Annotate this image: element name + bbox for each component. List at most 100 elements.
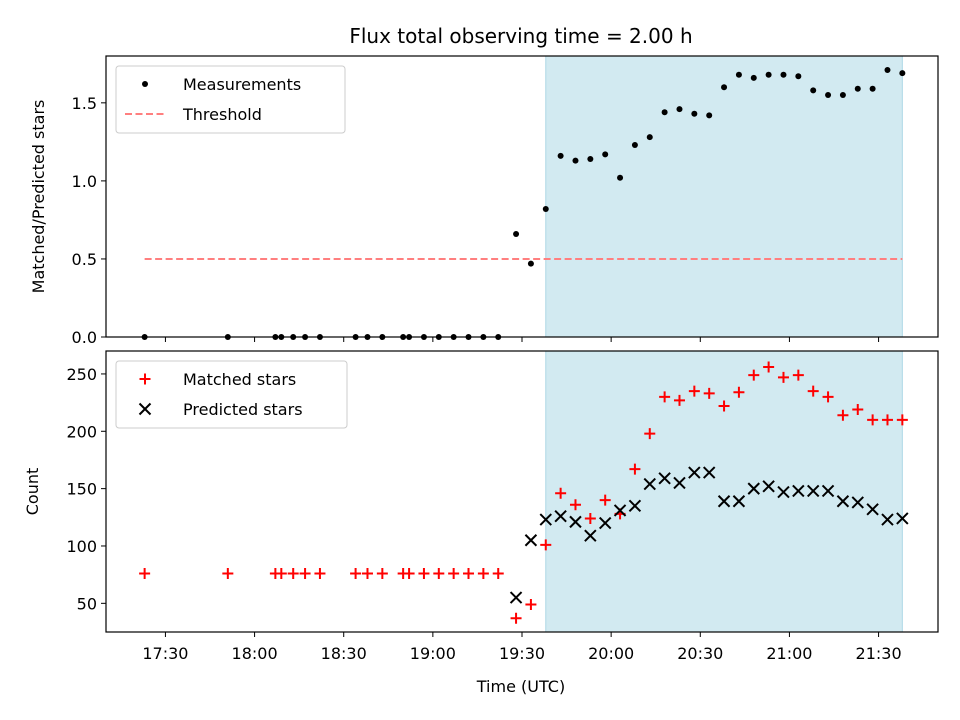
predicted-stars-point [762,480,775,493]
legend-marker-matched-stars [139,373,151,385]
matched-stars-point [403,568,415,580]
predicted-stars-point [598,516,612,530]
predicted-stars-point [777,485,790,499]
matched-stars-point [569,499,581,511]
legend-box [115,65,346,134]
y-tick-label: 1.0 [72,172,97,191]
predicted-stars-point [613,504,627,517]
predicted-stars-point [821,484,835,498]
matched-stars-point [287,568,299,580]
matched-stars-point [881,414,893,426]
measurement-point [839,92,846,99]
matched-stars-point [433,568,445,580]
x-tick-label: 21:30 [856,644,902,663]
predicted-stars-point [569,515,582,529]
matched-stars-point [275,568,287,580]
predicted-stars-point [866,503,879,516]
matched-stars-point [748,369,760,381]
measurement-point [706,112,713,119]
measurement-point [587,156,594,163]
matched-stars-point [299,568,311,580]
measurement-point [631,141,638,148]
measurement-point [617,174,624,181]
predicted-stars-point [881,513,894,526]
top-panel: 0.0 0.5 1.0 1.5 Matched/Predicted stars Measu… [29,55,939,347]
x-tick-label: 18:30 [321,644,367,663]
legend-marker-predicted-stars [138,402,152,416]
y-tick-label: 200 [66,422,97,441]
matched-stars-point [525,598,537,610]
measurement-point [899,70,906,77]
predicted-stars-point [584,529,597,542]
legend-entry-label: Measurements [183,75,301,94]
predicted-stars-point [554,509,567,523]
predicted-stars-point [539,513,552,526]
bottom-panel: 17:30 18:00 18:30 19:00 19:30 20:00 20:30 21:00… [23,350,939,663]
predicted-stars-point [851,496,864,509]
x-axis-label: Time (UTC) [476,677,565,696]
matched-stars-point [896,414,908,426]
measurement-point [691,110,698,117]
y-tick-label: 0.0 [72,328,97,347]
measurement-point [572,157,579,164]
matched-stars-point [659,391,671,403]
y-axis-label: Count [23,468,42,516]
measurement-point [795,73,802,80]
predicted-stars-point [732,495,746,508]
matched-stars-point [852,403,864,415]
predicted-stars-point [673,476,686,490]
y-tick-label: 50 [77,594,97,613]
predicted-stars-point [524,534,538,547]
matched-stars-point [463,568,475,580]
y-tick-label: 0.5 [72,250,97,269]
matched-stars-point [418,568,430,580]
matched-stars-point [599,494,611,506]
predicted-stars-point [509,591,523,604]
measurement-point [780,71,787,78]
x-tick-label: 17:30 [142,644,188,663]
legend-box [115,360,348,429]
measurement-point [602,151,609,158]
matched-stars-point [139,568,151,580]
predicted-stars-point [688,466,701,479]
measurement-point [765,71,772,78]
matched-stars-point [376,568,388,580]
measurement-point [542,205,549,212]
matched-stars-point [673,394,685,406]
matched-stars-point [477,568,489,580]
predicted-stars-point [836,495,850,508]
matched-stars-point [314,568,326,580]
matched-stars-point [361,568,373,580]
chart-title: Flux total observing time = 2.00 h [349,24,692,48]
matched-stars-point [448,568,460,580]
measurement-point [557,152,564,159]
predicted-stars-point [717,495,731,508]
matched-stars-point [350,568,362,580]
measurement-point [527,260,534,267]
y-axis-label: Matched/Predicted stars [29,100,48,294]
x-tick-label: 19:00 [410,644,456,663]
measurement-point [513,230,520,237]
matched-stars-point [792,369,804,381]
predicted-stars-point [747,482,760,495]
legend-entry-label: Threshold [182,105,262,124]
matched-stars-point [822,391,834,403]
y-tick-label: 150 [66,480,97,499]
measurement-point [825,92,832,99]
matched-stars-point [555,487,567,499]
axes-frame [105,350,939,633]
matched-stars-point [644,428,656,440]
measurement-point [646,134,653,141]
predicted-stars-point [658,472,671,485]
measurement-point [750,74,757,81]
matched-stars-point [540,539,552,551]
matched-stars-point [584,512,596,524]
matched-stars-point [807,385,819,397]
matched-stars-point [492,568,504,580]
y-tick-label: 1.5 [72,94,97,113]
predicted-stars-point [643,477,656,491]
matched-stars-point [629,463,641,475]
measurement-point [810,87,817,94]
measurement-point [661,109,668,116]
x-tick-label: 18:00 [232,644,278,663]
